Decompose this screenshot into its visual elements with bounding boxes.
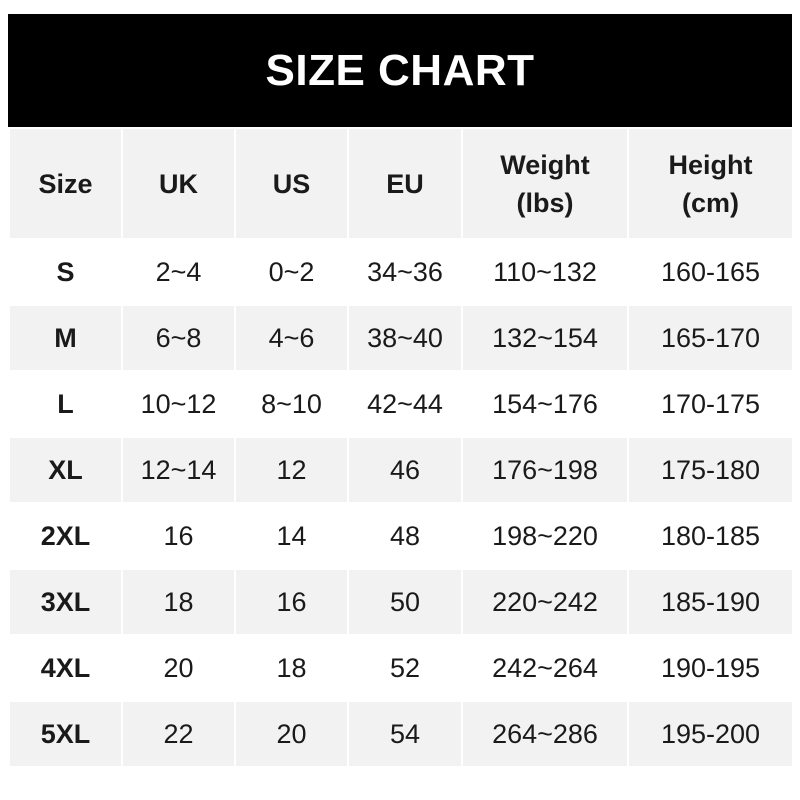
- table-cell: 52: [347, 634, 463, 702]
- table-cell: 4~6: [234, 304, 349, 372]
- size-cell: M: [8, 304, 123, 372]
- table-row: 2XL 16 14 48 198~220 180-185: [8, 502, 794, 570]
- column-header: EU: [347, 127, 463, 240]
- table-cell: 6~8: [121, 304, 236, 372]
- table-cell: 18: [121, 568, 236, 636]
- table-cell: 176~198: [461, 436, 629, 504]
- size-cell: 4XL: [8, 634, 123, 702]
- table-cell: 175-180: [627, 436, 794, 504]
- table-row: L 10~12 8~10 42~44 154~176 170-175: [8, 370, 794, 438]
- table-row: S 2~4 0~2 34~36 110~132 160-165: [8, 238, 794, 306]
- size-cell: 3XL: [8, 568, 123, 636]
- size-cell: 5XL: [8, 700, 123, 768]
- table-cell: 190-195: [627, 634, 794, 702]
- table-cell: 48: [347, 502, 463, 570]
- table-cell: 42~44: [347, 370, 463, 438]
- size-table: Size UK US EU Weight (lbs) Height (cm) S 2~4 0~…: [8, 127, 794, 768]
- table-cell: 154~176: [461, 370, 629, 438]
- table-cell: 220~242: [461, 568, 629, 636]
- table-cell: 54: [347, 700, 463, 768]
- table-cell: 170-175: [627, 370, 794, 438]
- table-cell: 14: [234, 502, 349, 570]
- column-header: UK: [121, 127, 236, 240]
- header-row: Size UK US EU Weight (lbs) Height (cm): [8, 127, 794, 240]
- table-cell: 160-165: [627, 238, 794, 306]
- size-chart-title: SIZE CHART: [8, 14, 792, 127]
- table-cell: 242~264: [461, 634, 629, 702]
- column-header: US: [234, 127, 349, 240]
- table-row: 3XL 18 16 50 220~242 185-190: [8, 568, 794, 636]
- table-cell: 46: [347, 436, 463, 504]
- size-cell: 2XL: [8, 502, 123, 570]
- column-header: Weight (lbs): [461, 127, 629, 240]
- table-cell: 110~132: [461, 238, 629, 306]
- table-cell: 34~36: [347, 238, 463, 306]
- column-header: Height (cm): [627, 127, 794, 240]
- table-row: M 6~8 4~6 38~40 132~154 165-170: [8, 304, 794, 372]
- table-cell: 38~40: [347, 304, 463, 372]
- table-cell: 16: [121, 502, 236, 570]
- table-row: 5XL 22 20 54 264~286 195-200: [8, 700, 794, 768]
- table-cell: 20: [234, 700, 349, 768]
- table-cell: 264~286: [461, 700, 629, 768]
- table-cell: 180-185: [627, 502, 794, 570]
- table-cell: 20: [121, 634, 236, 702]
- table-cell: 198~220: [461, 502, 629, 570]
- table-row: XL 12~14 12 46 176~198 175-180: [8, 436, 794, 504]
- table-cell: 2~4: [121, 238, 236, 306]
- table-cell: 22: [121, 700, 236, 768]
- table-cell: 8~10: [234, 370, 349, 438]
- table-cell: 165-170: [627, 304, 794, 372]
- table-cell: 0~2: [234, 238, 349, 306]
- table-cell: 10~12: [121, 370, 236, 438]
- table-cell: 12~14: [121, 436, 236, 504]
- table-cell: 185-190: [627, 568, 794, 636]
- table-cell: 50: [347, 568, 463, 636]
- table-row: 4XL 20 18 52 242~264 190-195: [8, 634, 794, 702]
- table-cell: 12: [234, 436, 349, 504]
- size-cell: S: [8, 238, 123, 306]
- size-cell: L: [8, 370, 123, 438]
- table-cell: 195-200: [627, 700, 794, 768]
- column-header: Size: [8, 127, 123, 240]
- size-cell: XL: [8, 436, 123, 504]
- table-cell: 16: [234, 568, 349, 636]
- table-cell: 132~154: [461, 304, 629, 372]
- table-cell: 18: [234, 634, 349, 702]
